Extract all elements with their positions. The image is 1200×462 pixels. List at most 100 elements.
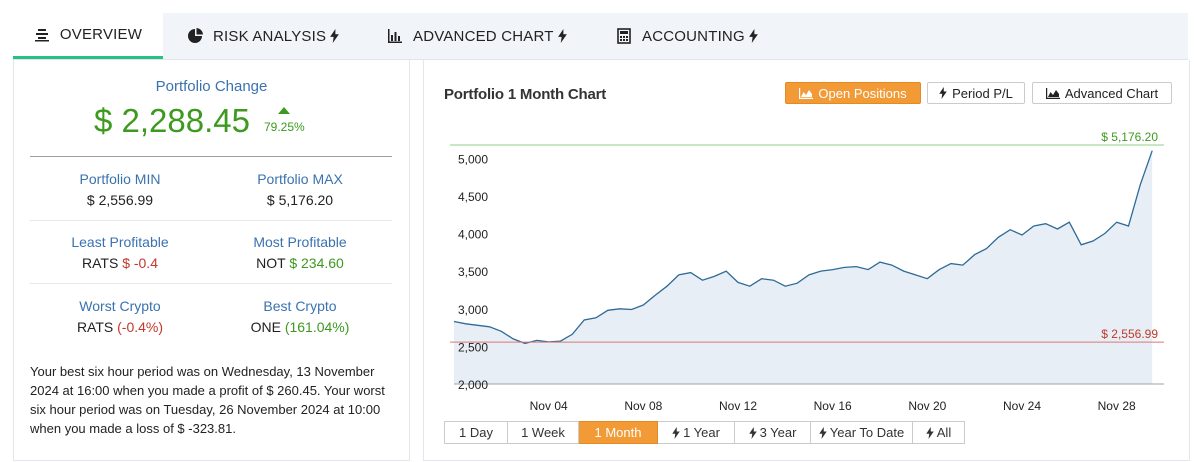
tab-label: OVERVIEW	[59, 26, 143, 43]
y-tick-label: 3,000	[458, 303, 488, 317]
period-1-month-button[interactable]: 1 Month	[579, 421, 658, 444]
open-positions-button[interactable]: Open Positions	[785, 82, 921, 104]
bolt-icon	[557, 29, 567, 43]
bolt-icon	[926, 426, 934, 439]
period-label: 1 Year	[683, 425, 720, 440]
profit-value: $ 234.60	[289, 255, 344, 271]
coin-symbol: ONE	[250, 319, 281, 335]
tab-bar: OVERVIEW RISK ANALYSIS ADVANCED CHART AC…	[13, 13, 1188, 60]
period-summary-text: Your best six hour period was on Wednesd…	[30, 364, 385, 436]
y-tick-label: 2,000	[458, 378, 488, 392]
tab-advanced-chart[interactable]: ADVANCED CHART	[387, 13, 567, 59]
portfolio-min: Portfolio MIN $ 2,556.99	[30, 171, 210, 208]
portfolio-change-value: $ 2,288.45	[94, 102, 250, 139]
bolt-icon	[748, 29, 758, 43]
y-tick-label: 4,500	[458, 190, 488, 204]
percent-value: (161.04%)	[284, 319, 350, 335]
x-tick-label: Nov 12	[719, 399, 757, 413]
button-label: Period P/L	[952, 85, 1013, 101]
period-label: 3 Year	[759, 425, 797, 440]
area-chart-icon	[799, 87, 814, 99]
chart-area	[454, 150, 1153, 384]
period-3-year-button[interactable]: 3 Year	[735, 421, 811, 444]
overview-panel: Portfolio Change $ 2,288.45 79.25% Portf…	[13, 60, 410, 461]
stat-label: Portfolio MIN	[79, 171, 161, 187]
tab-label: RISK ANALYSIS	[213, 27, 327, 45]
portfolio-max: Portfolio MAX $ 5,176.20	[210, 171, 390, 208]
portfolio-chart: 5,000 4,500 4,000 3,500 3,000 2,500 2,000 $ 5,1…	[450, 130, 1164, 413]
series-line	[453, 150, 1153, 345]
x-tick-label: Nov 08	[624, 399, 662, 413]
divider	[30, 156, 392, 157]
period-1-day-button[interactable]: 1 Day	[444, 421, 508, 444]
period-label: All	[936, 425, 952, 440]
y-tick-label: 5,000	[458, 152, 488, 166]
chart-title: Portfolio 1 Month Chart	[444, 86, 607, 103]
period-1-year-button[interactable]: 1 Year	[658, 421, 735, 444]
area-chart-icon	[1045, 87, 1060, 99]
stat-value: RATS $ -0.4	[30, 255, 210, 271]
x-tick-label: Nov 16	[814, 399, 852, 413]
coin-symbol: RATS	[76, 319, 114, 335]
tab-label: ADVANCED CHART	[413, 27, 554, 45]
pie-chart-icon	[188, 28, 203, 43]
max-line-label: $ 5,176.20	[1101, 130, 1158, 144]
bolt-icon	[672, 426, 680, 439]
stat-value: NOT $ 234.60	[210, 255, 390, 271]
y-tick-label: 3,500	[458, 265, 488, 279]
stat-label: Least Profitable	[71, 234, 169, 250]
portfolio-change-title: Portfolio Change	[155, 78, 268, 95]
coin-symbol: NOT	[256, 255, 286, 271]
most-profitable: Most Profitable NOT $ 234.60	[210, 234, 390, 271]
x-tick-label: Nov 20	[908, 399, 946, 413]
y-tick-label: 2,500	[458, 340, 488, 354]
x-tick-label: Nov 24	[1003, 399, 1041, 413]
period-label: Year To Date	[829, 425, 905, 440]
stat-value: $ 5,176.20	[266, 192, 334, 208]
stat-value: $ 2,556.99	[86, 192, 154, 208]
profit-value: $ -0.4	[122, 255, 158, 271]
bolt-icon	[819, 426, 827, 439]
bolt-icon	[939, 87, 947, 99]
x-tick-label: Nov 28	[1098, 399, 1136, 413]
period-1-week-button[interactable]: 1 Week	[508, 421, 579, 444]
tab-risk-analysis[interactable]: RISK ANALYSIS	[187, 13, 340, 59]
tab-label: ACCOUNTING	[642, 27, 745, 45]
chart-panel: Portfolio 1 Month Chart Open Positions P…	[423, 60, 1190, 461]
stat-label: Most Profitable	[253, 234, 347, 250]
period-label: 1 Month	[594, 425, 642, 440]
period-all-button[interactable]: All	[913, 421, 965, 444]
y-tick-label: 4,000	[458, 228, 488, 242]
button-label: Open Positions	[818, 85, 907, 101]
percent-value: (-0.4%)	[117, 319, 164, 335]
stat-value: RATS (-0.4%)	[30, 319, 210, 335]
list-icon	[34, 28, 49, 41]
calculator-icon	[617, 28, 631, 44]
worst-crypto: Worst Crypto RATS (-0.4%)	[30, 298, 210, 335]
coin-symbol: RATS	[81, 255, 119, 271]
stat-value: ONE (161.04%)	[210, 319, 390, 335]
stat-label: Portfolio MAX	[257, 171, 343, 187]
divider	[30, 283, 392, 284]
stat-label: Best Crypto	[263, 298, 337, 314]
stat-label: Worst Crypto	[79, 298, 161, 314]
min-line-label: $ 2,556.99	[1101, 327, 1158, 341]
period-ytd-button[interactable]: Year To Date	[811, 421, 913, 444]
x-tick-label: Nov 04	[530, 399, 568, 413]
advanced-chart-button[interactable]: Advanced Chart	[1032, 82, 1172, 104]
tab-overview[interactable]: OVERVIEW	[13, 13, 163, 59]
tab-accounting[interactable]: ACCOUNTING	[616, 13, 758, 59]
period-label: 1 Day	[459, 425, 493, 440]
portfolio-change-percent: 79.25%	[264, 120, 305, 134]
button-label: Advanced Chart	[1064, 85, 1159, 101]
bolt-icon	[330, 29, 340, 43]
least-profitable: Least Profitable RATS $ -0.4	[30, 234, 210, 271]
period-label: 1 Week	[521, 425, 565, 440]
period-pl-button[interactable]: Period P/L	[927, 82, 1025, 104]
bolt-icon	[748, 426, 757, 439]
arrow-up-icon	[278, 107, 290, 114]
bar-chart-icon	[388, 29, 402, 43]
divider	[30, 220, 392, 221]
best-crypto: Best Crypto ONE (161.04%)	[210, 298, 390, 335]
period-selector: 1 Day 1 Week 1 Month 1 Year 3 Year Year …	[444, 421, 965, 444]
